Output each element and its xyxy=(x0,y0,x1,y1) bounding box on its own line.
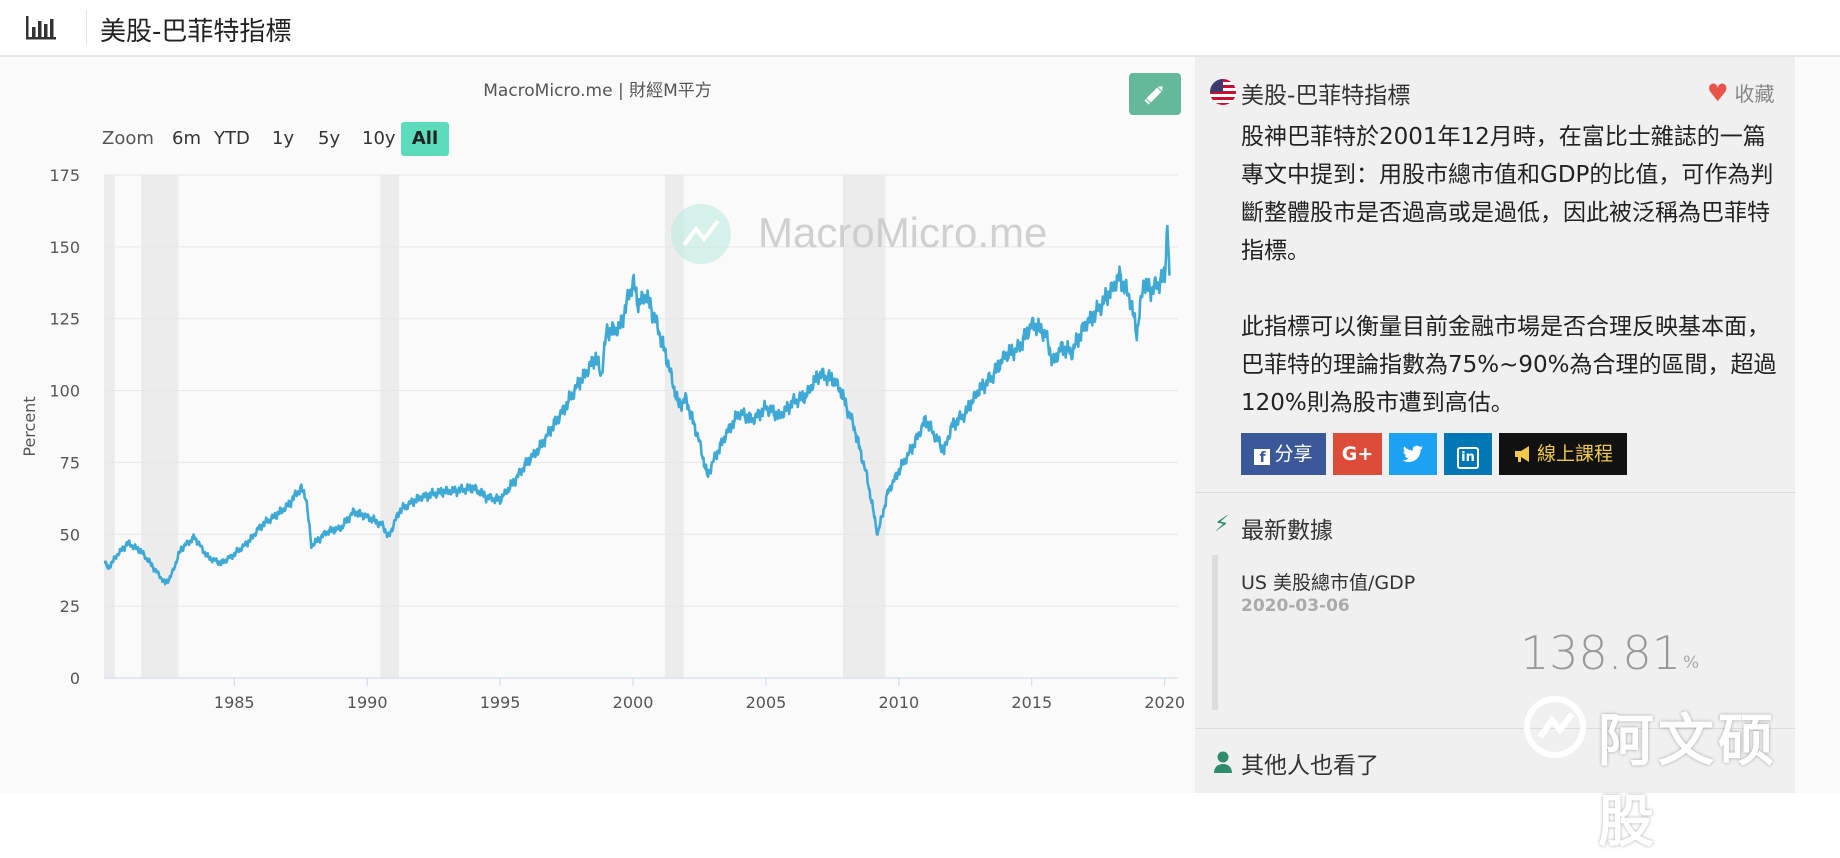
zoom-6m-button[interactable]: 6m xyxy=(172,128,201,149)
corner-watermark-logo xyxy=(1524,696,1586,758)
watermark-logo-line xyxy=(682,219,720,247)
description-paragraph: 此指標可以衡量目前金融市場是否合理反映基本面，巴菲特的理論指數為75%~90%為… xyxy=(1241,314,1777,416)
indicator-title: 美股-巴菲特指標 xyxy=(1241,83,1411,109)
twitter-share-button[interactable] xyxy=(1389,433,1437,475)
others-viewed-title: 其他人也看了 xyxy=(1241,753,1379,779)
chart-watermark: MacroMicro.me xyxy=(671,204,1047,264)
indicator-sidebar xyxy=(1195,57,1795,793)
recession-band xyxy=(664,175,684,678)
indicator-description: 股神巴菲特於2001年12月時，在富比士雜誌的一篇專文中提到：用股市總市值和GD… xyxy=(1241,118,1781,460)
top-bar: 美股-巴菲特指標 xyxy=(0,0,1840,57)
zoom-5y-button[interactable]: 5y xyxy=(318,128,341,149)
google-plus-share-button[interactable]: G+ xyxy=(1333,433,1382,475)
zoom-label: Zoom xyxy=(102,128,154,149)
y-tick-label: 50 xyxy=(60,525,80,544)
facebook-share-label: 分享 xyxy=(1274,443,1313,465)
grid-lines xyxy=(104,174,1178,679)
us-flag-icon xyxy=(1210,79,1236,105)
y-tick-label: 175 xyxy=(49,166,80,185)
x-tick-label: 1990 xyxy=(347,693,388,712)
latest-unit: % xyxy=(1683,653,1700,673)
pencil-icon xyxy=(1144,86,1163,105)
corner-watermark: 阿文硕股 xyxy=(1520,690,1810,855)
latest-date: 2020-03-06 xyxy=(1241,596,1350,616)
y-tick-label: 0 xyxy=(70,669,80,688)
x-tick-label: 2005 xyxy=(746,693,787,712)
chart-credit: MacroMicro.me | 財經M平方 xyxy=(483,81,712,101)
x-tick-label: 2015 xyxy=(1011,693,1052,712)
series-lines xyxy=(103,224,1171,586)
facebook-share-button[interactable]: f 分享 xyxy=(1241,433,1326,475)
facebook-icon: f xyxy=(1254,449,1271,466)
sidebar-margin xyxy=(1795,57,1840,793)
zoom-1y-button[interactable]: 1y xyxy=(272,128,295,149)
recession-band xyxy=(141,175,179,678)
series-line[interactable] xyxy=(103,224,1171,586)
y-tick-label: 25 xyxy=(60,597,80,616)
recession-band xyxy=(380,175,400,678)
description-paragraph: 股神巴菲特於2001年12月時，在富比士雜誌的一篇專文中提到：用股市總市值和GD… xyxy=(1241,124,1774,264)
zoom-10y-button[interactable]: 10y xyxy=(362,128,396,149)
x-tick-label: 2010 xyxy=(879,693,920,712)
y-axis-label: Percent xyxy=(20,396,39,456)
zoom-ytd-button[interactable]: YTD xyxy=(214,128,250,149)
y-tick-label: 75 xyxy=(60,453,80,472)
page-title: 美股-巴菲特指標 xyxy=(100,17,292,47)
section-divider xyxy=(1195,492,1795,493)
favorite-button[interactable]: ♥ 收藏 xyxy=(1707,78,1775,107)
latest-value: 138.81 xyxy=(1520,626,1681,680)
x-tick-label: 2020 xyxy=(1144,693,1185,712)
y-axis-ticks: 0 25 50 75 100 125 150 175 xyxy=(49,166,80,688)
twitter-icon xyxy=(1402,445,1423,462)
user-icon xyxy=(1214,751,1232,773)
watermark-text: MacroMicro.me xyxy=(758,209,1047,256)
latest-series-name[interactable]: US 美股總市值/GDP xyxy=(1241,572,1416,594)
bar-chart-icon[interactable] xyxy=(24,14,58,42)
latest-data-title: 最新數據 xyxy=(1241,518,1333,544)
x-tick-label: 1995 xyxy=(480,693,521,712)
heart-icon: ♥ xyxy=(1707,79,1729,107)
linkedin-icon: in xyxy=(1457,447,1479,469)
edit-button[interactable] xyxy=(1129,73,1181,115)
latest-data-accent xyxy=(1212,555,1218,710)
recession-band xyxy=(104,175,115,678)
x-tick-label: 2000 xyxy=(613,693,654,712)
linkedin-share-button[interactable]: in xyxy=(1444,433,1492,475)
chart-panel xyxy=(0,57,1195,793)
section-divider xyxy=(1195,728,1795,729)
x-tick-label: 1985 xyxy=(214,693,255,712)
online-course-label: 線上課程 xyxy=(1536,443,1613,465)
corner-watermark-text: 阿文硕股 xyxy=(1598,709,1778,855)
megaphone-icon xyxy=(1514,446,1529,462)
y-tick-label: 125 xyxy=(49,310,80,329)
recession-band xyxy=(843,175,886,678)
header-divider xyxy=(86,10,87,44)
y-tick-label: 100 xyxy=(49,382,80,401)
y-tick-label: 150 xyxy=(49,238,80,257)
online-course-button[interactable]: 線上課程 xyxy=(1499,433,1627,475)
x-axis-ticks: 1985 1990 1995 2000 2005 2010 2015 2020 xyxy=(214,678,1185,712)
favorite-label: 收藏 xyxy=(1734,82,1775,106)
zoom-all-button[interactable]: All xyxy=(401,122,449,156)
recession-bands xyxy=(104,175,886,678)
bolt-icon: ⚡ xyxy=(1214,512,1230,537)
